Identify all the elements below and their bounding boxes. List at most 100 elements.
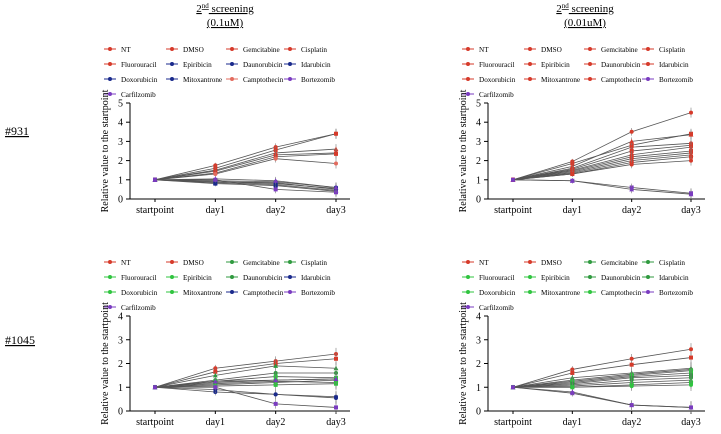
data-point [273,363,279,368]
data-point [629,356,634,361]
legend-label: NT [479,46,489,54]
series [511,177,693,199]
legend-marker [108,47,112,51]
legend-marker [230,275,234,279]
data-point [629,138,635,144]
legend-marker [588,47,592,51]
legend-label: Bortezomib [301,289,335,297]
series-line [154,380,337,388]
x-tick-label: day1 [563,417,582,428]
data-point [570,172,575,177]
data-point [152,384,158,390]
legend-label: Mitoxantrone [183,76,222,84]
legend-label: Doxorubicin [479,76,516,84]
y-tick-label: 5 [118,99,123,110]
legend-marker [466,92,470,96]
legend-marker [588,290,592,294]
legend-label: Doxorubicin [121,76,158,84]
y-tick-label: 5 [476,99,481,110]
legend-marker [230,290,234,294]
series [153,385,338,405]
legend-label: Epiribicin [183,61,212,69]
series-line [154,133,337,181]
y-tick-label: 4 [476,118,481,129]
legend: NT DMSO Gemcitabine Cisplatin Fluorouracil Ep… [104,46,335,99]
chart-panels: NT DMSO Gemcitabine Cisplatin Fluorouracil Ep… [100,46,705,428]
y-tick-label: 2 [118,156,123,167]
legend-marker [108,290,112,294]
data-point [689,382,693,387]
legend-marker [588,260,592,264]
series-line [512,386,692,408]
series-line [154,152,337,181]
data-point [688,191,694,197]
legend-marker [170,77,174,81]
data-point [629,402,635,408]
legend-marker [588,62,592,66]
legend-marker [466,62,470,66]
series-line [154,386,337,398]
legend-label: Daunorubicin [601,61,641,69]
legend-label: NT [479,259,489,267]
legend-marker [466,47,470,51]
y-tick-label: 3 [118,335,123,346]
legend-label: Gemcitabine [243,259,280,267]
chart-panel: NT DMSO Gemcitabine Cisplatin Fluorouracil Ep… [100,46,350,216]
svg-text:2nd screening: 2nd screening [556,2,614,15]
series [153,347,338,390]
column-title-sup: nd [562,2,570,10]
y-tick-label: 0 [118,195,123,206]
legend-label: Mitoxantrone [183,289,222,297]
legend-label: Idarubicin [301,61,331,69]
legend-marker [588,275,592,279]
data-point [334,161,338,166]
y-tick-label: 4 [476,312,481,323]
data-point [689,355,693,360]
series-line [154,148,337,181]
y-tick-label: 1 [476,383,481,394]
data-point [334,395,338,400]
legend-label: Idarubicin [301,274,331,282]
series-line [154,378,337,388]
series-line [154,133,337,181]
legend-label: Mitoxantrone [541,76,580,84]
legend-marker [108,305,112,309]
series [153,383,338,414]
legend-label: Carfilzomib [479,304,514,312]
x-tick-label: startpoint [136,205,174,216]
series-line [512,374,692,388]
legend-marker [170,290,174,294]
data-point [213,172,218,177]
series-line [154,358,337,388]
series-line [512,179,692,194]
legend-label: DMSO [541,259,562,267]
data-point [334,151,338,156]
data-point [334,405,338,410]
data-point [570,371,575,375]
legend-label: DMSO [541,46,562,54]
legend-label: Epiribicin [183,274,212,282]
legend-label: Camptothecin [601,289,642,297]
legend-label: DMSO [183,259,204,267]
column-title-rest: screening [569,3,614,15]
data-point [213,366,218,371]
data-point [569,389,575,394]
data-point [629,186,635,192]
y-tick-label: 0 [476,195,481,206]
legend-marker [230,62,234,66]
y-tick-label: 1 [476,175,481,186]
series-line [513,384,692,388]
legend-marker [646,260,650,264]
data-point [213,385,218,390]
data-point [333,376,339,381]
series-line [512,144,692,181]
legend-label: Fluorouracil [121,274,157,282]
legend-marker [528,47,532,51]
svg-text:2nd screening: 2nd screening [196,2,254,15]
series-line [512,386,692,408]
legend-marker [466,275,470,279]
series-line [154,178,337,188]
series-line [512,370,692,388]
y-tick-label: 0 [476,407,481,418]
